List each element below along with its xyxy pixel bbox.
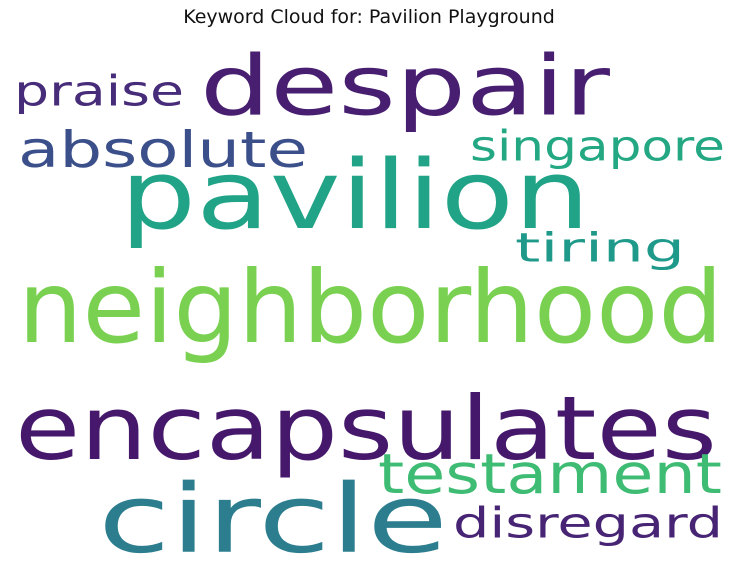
word-tiring: tiring <box>515 224 685 272</box>
word-circle: circle <box>98 463 448 575</box>
chart-title: Keyword Cloud for: Pavilion Playground <box>183 6 555 28</box>
word-despair: despair <box>200 37 610 135</box>
word-pavilion: pavilion <box>120 139 590 251</box>
word-absolute: absolute <box>18 120 308 179</box>
word-praise: praise <box>14 66 184 116</box>
word-disregard: disregard <box>453 498 723 548</box>
word-encapsulates: encapsulates <box>15 377 718 481</box>
word-neighborhood: neighborhood <box>18 249 723 366</box>
word-singapore: singapore <box>470 121 725 171</box>
word-testament: testament <box>378 442 722 507</box>
